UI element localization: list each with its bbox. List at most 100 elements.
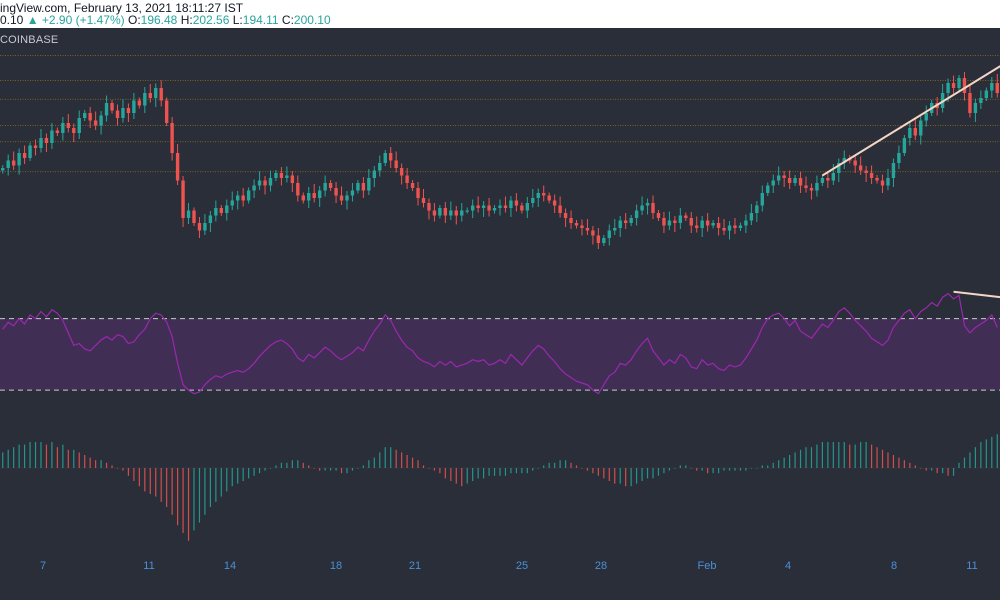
macd-bar: [302, 462, 304, 468]
macd-bar: [974, 447, 977, 468]
candle-body: [307, 193, 311, 201]
candle: [214, 200, 218, 222]
time-tick-label: 18: [330, 560, 342, 572]
candle: [776, 166, 781, 185]
candle-body: [727, 225, 732, 231]
price-trendline[interactable]: [821, 31, 1000, 177]
macd-bar: [668, 468, 670, 471]
candle-body: [891, 163, 896, 178]
candle-body: [17, 153, 21, 166]
macd-bar: [275, 465, 277, 468]
macd-bar: [685, 465, 687, 468]
candle-body: [738, 225, 743, 228]
macd-bar: [138, 468, 140, 487]
candle: [290, 171, 295, 192]
macd-bar: [663, 468, 665, 474]
candle: [629, 215, 633, 226]
candle-body: [733, 225, 737, 228]
candle-body: [798, 178, 803, 186]
header-title: ingView.com, February 13, 2021 18:11:27 …: [0, 1, 244, 15]
macd-bar: [767, 465, 769, 468]
candle: [902, 135, 907, 156]
candle-body: [383, 153, 387, 163]
candle-body: [274, 173, 278, 178]
candle-body: [263, 180, 267, 186]
candle: [990, 77, 994, 98]
candle: [984, 87, 989, 101]
candle: [410, 180, 415, 191]
candle: [350, 183, 355, 202]
candle: [766, 182, 770, 196]
macd-bar: [160, 468, 162, 502]
candle-body: [389, 153, 393, 161]
macd-bar: [783, 457, 785, 468]
candle: [28, 142, 32, 161]
candle: [727, 221, 732, 240]
candle: [17, 148, 21, 175]
candle: [552, 194, 557, 213]
macd-bar: [860, 442, 862, 468]
time-tick-label: 11: [966, 560, 977, 572]
macd-bar: [559, 460, 561, 468]
candle: [88, 107, 92, 128]
macd-bar: [832, 442, 834, 468]
candle-body: [410, 183, 415, 188]
candle-body: [629, 218, 633, 223]
candle: [427, 198, 431, 220]
candle-body: [520, 205, 524, 211]
macd-bar: [958, 462, 960, 468]
candle: [525, 197, 530, 218]
macd-bar: [816, 444, 818, 468]
candle: [749, 204, 754, 225]
candle-body: [137, 100, 142, 106]
candle-body: [815, 183, 819, 191]
candle: [6, 154, 10, 176]
candle: [738, 222, 743, 231]
candle-body: [716, 223, 721, 228]
time-tick-label: 25: [516, 560, 528, 572]
candle-body: [99, 115, 103, 126]
candle: [924, 105, 928, 127]
candle: [634, 204, 639, 226]
candle: [919, 116, 923, 145]
candle: [317, 186, 322, 207]
macd-bar: [193, 468, 195, 531]
macd-bar: [947, 468, 949, 476]
macd-bar: [187, 468, 190, 541]
candle-body: [394, 160, 398, 168]
candle-body: [547, 195, 551, 201]
candle: [891, 158, 896, 187]
macd-bar: [646, 468, 649, 479]
macd-bar: [750, 468, 752, 469]
macd-bar: [56, 447, 58, 468]
candle-body: [323, 183, 327, 191]
candle: [596, 228, 601, 249]
candle-body: [842, 158, 846, 163]
candle-body: [317, 190, 322, 198]
macd-bar: [340, 468, 343, 474]
candle-body: [602, 238, 606, 243]
candle: [186, 203, 191, 224]
macd-bar: [7, 449, 9, 468]
candle: [323, 175, 327, 197]
candle: [399, 163, 404, 185]
candle: [312, 184, 316, 203]
candle: [99, 111, 103, 135]
macd-bar: [379, 452, 381, 468]
candle: [951, 75, 956, 94]
candle-body: [11, 160, 16, 166]
candle-body: [968, 93, 972, 113]
candle: [154, 83, 158, 107]
candlestick-series: [1, 72, 999, 249]
candle-body: [498, 205, 502, 208]
candle-body: [93, 120, 98, 126]
candle-body: [50, 130, 54, 143]
candle: [443, 202, 448, 223]
candle-body: [487, 205, 491, 211]
macd-bar: [532, 468, 534, 471]
candle-body: [55, 130, 60, 133]
chart-area[interactable]: 7 11 14 18 21 25 28 Feb 4 8 11: [0, 28, 1000, 600]
candle-body: [252, 185, 256, 191]
candle-body: [296, 183, 300, 196]
macd-bar: [444, 468, 446, 479]
